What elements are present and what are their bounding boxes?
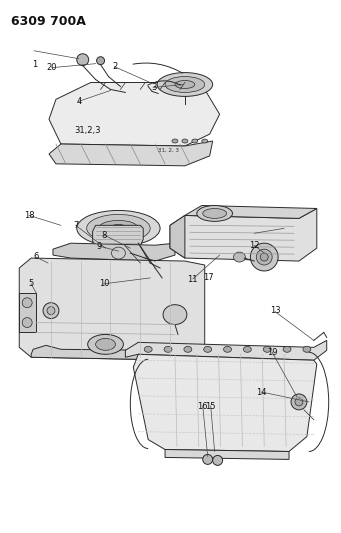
- Text: 8: 8: [102, 231, 107, 240]
- Ellipse shape: [256, 249, 272, 265]
- Ellipse shape: [87, 214, 150, 242]
- Text: 13: 13: [270, 306, 281, 316]
- Ellipse shape: [99, 220, 138, 236]
- Polygon shape: [19, 293, 36, 333]
- Text: 20: 20: [47, 63, 57, 72]
- Text: 7: 7: [73, 221, 78, 230]
- Ellipse shape: [260, 253, 268, 261]
- Polygon shape: [31, 345, 185, 360]
- Ellipse shape: [110, 224, 127, 232]
- Text: 15: 15: [205, 401, 216, 410]
- Text: 18: 18: [24, 211, 34, 220]
- Ellipse shape: [157, 72, 213, 96]
- Text: 3: 3: [151, 83, 156, 92]
- Text: 6: 6: [33, 253, 39, 262]
- Text: 19: 19: [267, 348, 277, 357]
- Ellipse shape: [243, 346, 251, 352]
- Ellipse shape: [77, 54, 89, 66]
- Polygon shape: [49, 141, 213, 166]
- Text: 10: 10: [99, 279, 109, 288]
- Ellipse shape: [172, 139, 178, 143]
- Text: 2: 2: [112, 62, 117, 71]
- Ellipse shape: [22, 318, 32, 327]
- Polygon shape: [165, 449, 289, 459]
- Ellipse shape: [203, 208, 226, 219]
- Polygon shape: [185, 206, 317, 219]
- Ellipse shape: [22, 298, 32, 308]
- Ellipse shape: [203, 455, 213, 464]
- Polygon shape: [53, 243, 175, 261]
- Text: 4: 4: [77, 97, 82, 106]
- Ellipse shape: [192, 139, 198, 143]
- Ellipse shape: [291, 394, 307, 410]
- Text: 17: 17: [203, 272, 214, 281]
- Text: 14: 14: [256, 388, 266, 397]
- Ellipse shape: [163, 305, 187, 325]
- Ellipse shape: [164, 346, 172, 352]
- Polygon shape: [93, 225, 143, 246]
- Ellipse shape: [144, 346, 152, 352]
- Text: 5: 5: [29, 279, 34, 288]
- Ellipse shape: [213, 455, 223, 465]
- Text: 12: 12: [249, 241, 260, 250]
- Ellipse shape: [250, 243, 278, 271]
- Ellipse shape: [112, 247, 125, 259]
- Ellipse shape: [165, 77, 205, 92]
- Ellipse shape: [47, 306, 55, 314]
- Ellipse shape: [303, 346, 311, 352]
- Polygon shape: [133, 354, 317, 451]
- Ellipse shape: [175, 80, 195, 88]
- Polygon shape: [19, 258, 205, 360]
- Ellipse shape: [182, 139, 188, 143]
- Ellipse shape: [197, 206, 233, 221]
- Ellipse shape: [43, 303, 59, 319]
- Polygon shape: [125, 341, 327, 360]
- Ellipse shape: [184, 346, 192, 352]
- Ellipse shape: [224, 346, 232, 352]
- Text: 6309 700A: 6309 700A: [11, 15, 86, 28]
- Text: 1: 1: [32, 60, 37, 69]
- Ellipse shape: [202, 139, 208, 143]
- Ellipse shape: [234, 252, 246, 262]
- Ellipse shape: [97, 56, 105, 64]
- Ellipse shape: [204, 346, 212, 352]
- Ellipse shape: [263, 346, 271, 352]
- Ellipse shape: [295, 398, 303, 406]
- Text: 31,2,3: 31,2,3: [74, 126, 101, 135]
- Ellipse shape: [283, 346, 291, 352]
- Ellipse shape: [77, 211, 160, 246]
- Text: 9: 9: [97, 242, 102, 251]
- Text: 11: 11: [187, 274, 198, 284]
- Polygon shape: [170, 215, 185, 258]
- Ellipse shape: [88, 334, 123, 354]
- Polygon shape: [49, 83, 220, 146]
- Text: 31, 2, 3: 31, 2, 3: [158, 148, 179, 153]
- Ellipse shape: [95, 338, 116, 350]
- Text: 16: 16: [197, 401, 207, 410]
- Polygon shape: [170, 208, 317, 261]
